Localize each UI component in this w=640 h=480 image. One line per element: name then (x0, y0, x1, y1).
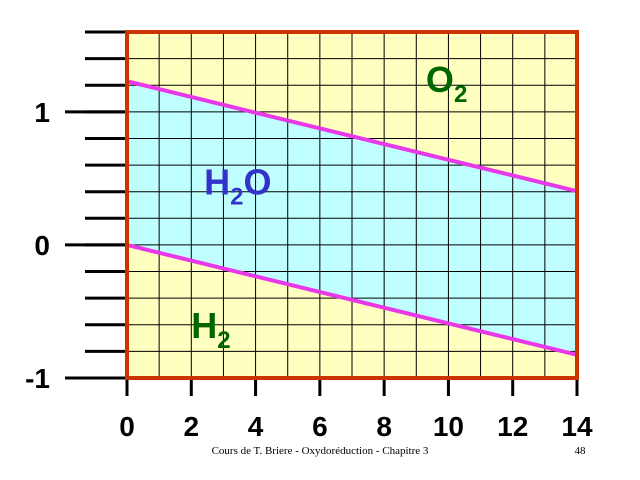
region-label-part: 2 (454, 81, 467, 108)
region-label-part: O (426, 59, 454, 100)
y-tick-label: 1 (34, 97, 50, 128)
x-tick-label: 14 (561, 411, 593, 442)
page-number: 48 (575, 445, 587, 457)
x-tick-label: 8 (376, 411, 392, 442)
region-label: H2 (191, 305, 230, 354)
x-tick-label: 0 (119, 411, 135, 442)
footer: Cours de T. Briere - Oxydoréduction - Ch… (212, 445, 429, 457)
boundary-line (126, 242, 578, 357)
x-tick-label: 6 (312, 411, 328, 442)
region-label-part: 2 (217, 327, 230, 354)
y-tick-label: -1 (25, 363, 50, 394)
region-label: O2 (426, 59, 467, 108)
x-tick-label: 10 (433, 411, 464, 442)
region-label-part: H (204, 161, 230, 202)
region-label: H2O (204, 161, 271, 210)
plot-frame (125, 30, 579, 380)
x-tick-label: 4 (248, 411, 264, 442)
y-tick-label: 0 (34, 230, 50, 261)
x-tick-label: 12 (497, 411, 528, 442)
boundary-line (126, 79, 578, 194)
region-label-part: O (244, 161, 272, 202)
x-tick-label: 2 (183, 411, 199, 442)
region-label-part: H (191, 305, 217, 346)
region-label-part: 2 (230, 183, 243, 210)
